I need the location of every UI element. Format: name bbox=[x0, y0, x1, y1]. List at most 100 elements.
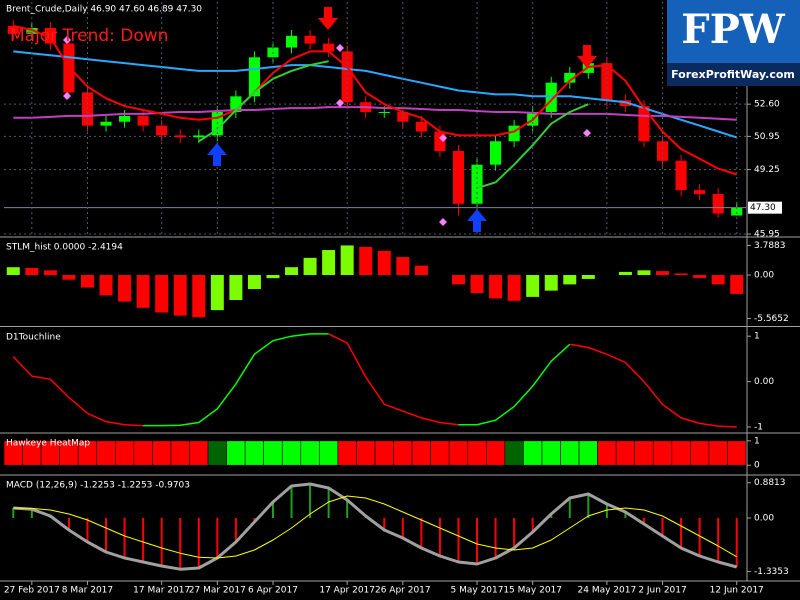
candle-body bbox=[323, 43, 335, 52]
hist-bar bbox=[173, 275, 187, 316]
macd-bar bbox=[179, 518, 182, 570]
heat-cell bbox=[152, 440, 172, 466]
macd-bar bbox=[86, 518, 89, 542]
macd-bar bbox=[309, 484, 312, 518]
candle-body bbox=[545, 82, 557, 112]
pane-title: D1Touchline bbox=[6, 333, 61, 343]
heat-cell bbox=[597, 440, 617, 466]
y-tick-label: 0.00 bbox=[754, 271, 774, 281]
macd-bar bbox=[160, 518, 163, 566]
y-tick-label: 0.00 bbox=[754, 514, 774, 524]
candle-body bbox=[564, 72, 576, 83]
hist-bar bbox=[118, 275, 132, 302]
heat-cell bbox=[727, 440, 747, 466]
signal-diamond bbox=[439, 218, 447, 226]
candle-body bbox=[471, 164, 483, 204]
heat-cell bbox=[467, 440, 487, 466]
y-tick-label: 3.7883 bbox=[754, 241, 786, 251]
signal-diamond bbox=[63, 92, 71, 100]
hist-bar bbox=[229, 275, 243, 301]
hist-bar bbox=[25, 267, 39, 276]
x-tick-label: 17 Apr 2017 bbox=[319, 586, 375, 596]
signal-line bbox=[13, 495, 737, 559]
x-tick-label: 6 Apr 2017 bbox=[248, 586, 298, 596]
hist-bar bbox=[62, 275, 76, 280]
pane-title: MACD (12,26,9) -1.2253 -1.2253 -0.9703 bbox=[6, 481, 190, 491]
candle-body bbox=[656, 141, 669, 161]
hist-bar bbox=[730, 275, 744, 294]
touch-line bbox=[143, 333, 329, 427]
hist-bar bbox=[155, 275, 169, 313]
candle-body bbox=[119, 115, 131, 122]
x-tick-label: 15 May 2017 bbox=[503, 586, 562, 596]
heat-cell bbox=[244, 440, 264, 466]
heat-cell bbox=[541, 440, 561, 466]
heat-cell bbox=[374, 440, 394, 466]
heat-cell bbox=[189, 440, 209, 466]
x-tick-label: 24 May 2017 bbox=[578, 586, 637, 596]
heat-cell bbox=[448, 440, 469, 466]
heat-cell bbox=[708, 440, 728, 466]
hist-bar bbox=[396, 257, 410, 276]
heat-cell bbox=[430, 440, 450, 466]
heat-cell bbox=[356, 440, 376, 466]
heat-cell bbox=[485, 440, 506, 466]
hist-bar bbox=[451, 275, 465, 285]
logo-subtitle: ForexProfitWay.com bbox=[671, 68, 795, 81]
macd-bar bbox=[605, 504, 608, 518]
touch-line bbox=[12, 356, 144, 427]
pane-frames bbox=[0, 0, 800, 582]
x-tick-label: 26 Apr 2017 bbox=[375, 586, 431, 596]
macd-bar bbox=[494, 518, 497, 558]
macd-bar bbox=[680, 518, 683, 548]
heat-cell bbox=[133, 440, 153, 466]
signals bbox=[63, 7, 597, 232]
candle-body bbox=[731, 207, 743, 216]
macd-bar bbox=[735, 518, 738, 568]
candle-body bbox=[285, 35, 298, 48]
candle-body bbox=[193, 135, 205, 138]
touch-line bbox=[458, 343, 571, 426]
sell-arrow bbox=[318, 7, 338, 30]
macd-bar bbox=[123, 518, 126, 558]
chart-title: Brent_Crude,Daily 46.90 47.60 46.89 47.3… bbox=[6, 5, 202, 15]
candle-body bbox=[7, 26, 19, 34]
hist-bar bbox=[693, 275, 707, 279]
x-tick-label: 12 Jun 2017 bbox=[710, 586, 764, 596]
y-tick-label: 1 bbox=[754, 332, 760, 342]
heat-cell bbox=[226, 440, 246, 466]
y-tick-label: 52.60 bbox=[754, 100, 780, 110]
indicator-line bbox=[198, 60, 329, 143]
last-price-box bbox=[748, 201, 782, 214]
macd-bar bbox=[271, 502, 274, 518]
last-price-label: 47.30 bbox=[750, 203, 776, 213]
macd-bar bbox=[438, 518, 441, 556]
candle-body bbox=[248, 57, 260, 97]
y-tick-label: 0 bbox=[754, 461, 760, 471]
y-tick-label: 0.8813 bbox=[754, 478, 786, 488]
candle-body bbox=[434, 131, 446, 152]
hist-bar bbox=[377, 250, 391, 276]
signal-diamond bbox=[336, 99, 344, 107]
macd-bar bbox=[624, 512, 627, 518]
touch-line bbox=[328, 333, 459, 426]
hist-bar bbox=[507, 275, 521, 301]
pane-title: Hawkeye HeatMap bbox=[6, 439, 90, 449]
macd-bar bbox=[290, 486, 293, 518]
x-tick-label: 5 May 2017 bbox=[451, 586, 504, 596]
heat-cell bbox=[300, 440, 320, 466]
pane-title: STLM_hist 0.0000 -2.4194 bbox=[6, 243, 123, 253]
y-tick-label: -5.5652 bbox=[754, 314, 789, 324]
hist-bar bbox=[285, 267, 299, 276]
macd-bar bbox=[717, 518, 720, 562]
candle-body bbox=[397, 111, 409, 122]
candle-body bbox=[81, 92, 94, 126]
macd-bar bbox=[105, 518, 108, 552]
hist-bar bbox=[414, 265, 428, 276]
x-tick-label: 17 Mar 2017 bbox=[133, 586, 190, 596]
heat-cell bbox=[263, 440, 283, 466]
macd-bar bbox=[383, 518, 386, 530]
hist-bar bbox=[340, 245, 354, 276]
